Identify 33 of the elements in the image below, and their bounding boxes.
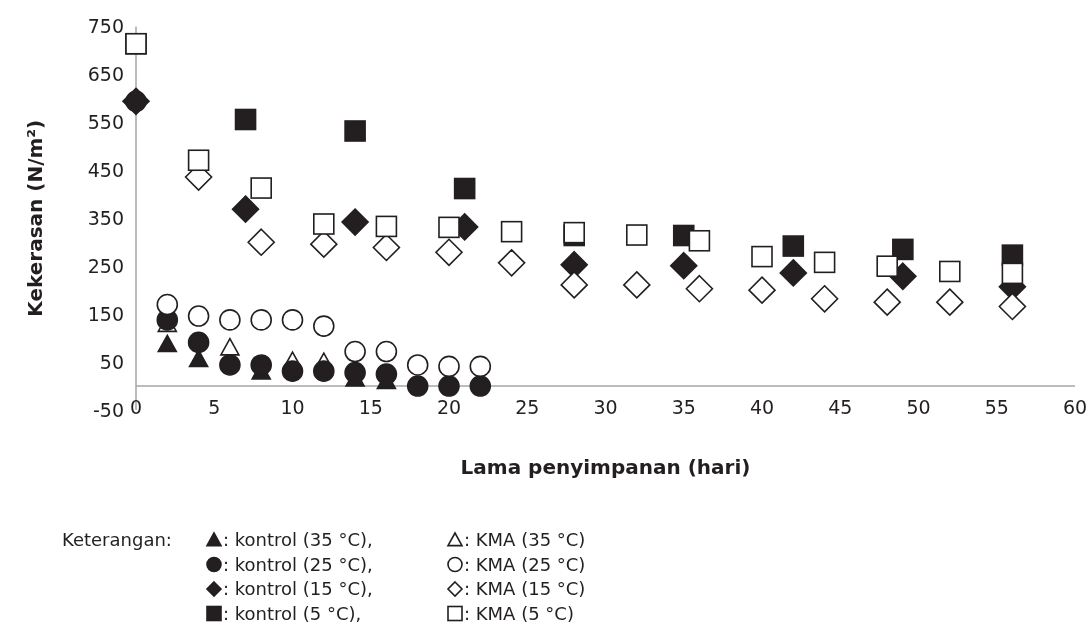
x-tick-label: 20 [436,395,462,418]
x-tick-label: 60 [1062,395,1088,418]
y-tick-label: -50 [92,398,124,421]
legend-label: : KMA (5 °C) [464,602,574,624]
y-tick-label: 150 [87,302,124,325]
x-axis-title: Lama penyimpanan (hari) [460,455,751,479]
x-tick-label: 5 [208,395,221,418]
y-tick-label: 550 [87,111,124,134]
x-tick-label: 25 [515,395,540,418]
legend-title: Keterangan: [62,529,172,551]
legend-label: : KMA (25 °C) [464,553,586,575]
x-tick-label: 50 [906,395,931,418]
legend-label: : kontrol (35 °C), [223,529,373,551]
x-tick-label: 30 [593,395,618,418]
legend-label: : KMA (15 °C) [464,578,586,600]
y-axis-title: Kekerasan (N/m²) [23,119,47,317]
x-tick-label: 55 [984,395,1009,418]
legend-label: : kontrol (5 °C), [223,602,362,624]
x-tick-label: 10 [280,395,305,418]
x-tick-label: 15 [358,395,383,418]
x-tick-label: 45 [828,395,853,418]
y-tick-label: 750 [87,15,124,38]
y-tick-label: 250 [87,254,124,277]
y-tick-label: 350 [87,206,124,229]
legend-label: : KMA (35 °C) [464,529,586,551]
y-tick-label: 450 [87,158,124,181]
y-tick-label: 50 [99,350,124,373]
legend-label: : kontrol (15 °C), [223,578,373,600]
y-tick-label: 650 [87,63,124,86]
x-tick-label: 0 [129,395,143,418]
legend-label: : kontrol (25 °C), [223,553,373,575]
x-tick-label: 40 [749,395,775,418]
x-tick-label: 35 [671,395,696,418]
